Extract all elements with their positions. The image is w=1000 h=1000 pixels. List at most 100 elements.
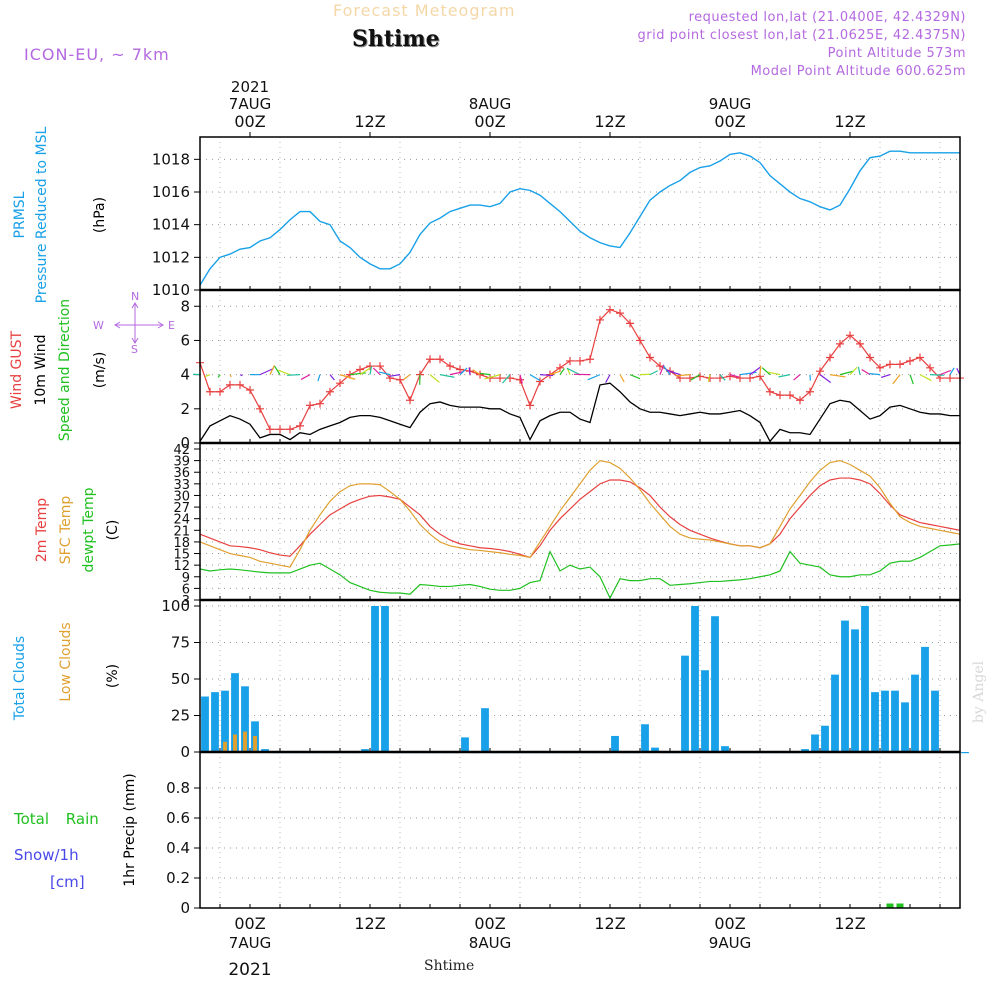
total-cloud-bar bbox=[861, 606, 869, 752]
y-tick-label: 0.2 bbox=[166, 869, 190, 887]
gust-marker bbox=[636, 336, 644, 345]
gust-marker bbox=[586, 355, 594, 364]
bottom-year-label: 2021 bbox=[228, 960, 271, 980]
total-cloud-bar bbox=[651, 747, 659, 752]
wind-direction-arrow bbox=[539, 374, 553, 377]
top-hour-label: 00Z bbox=[234, 112, 265, 131]
gust-marker bbox=[606, 305, 614, 314]
total-cloud-bar bbox=[211, 692, 219, 752]
wind-direction-arrow bbox=[929, 374, 944, 376]
gust-marker bbox=[536, 377, 544, 386]
y-tick-label: 50 bbox=[171, 670, 190, 688]
gust-marker bbox=[686, 374, 694, 383]
wind-direction-arrow bbox=[459, 367, 468, 376]
wind-direction-arrow bbox=[719, 374, 726, 381]
model-label: ICON-EU, ~ 7km bbox=[24, 45, 170, 64]
wind-direction-arrow bbox=[676, 374, 691, 377]
total-cloud-bar bbox=[461, 737, 469, 752]
y-tick-label: 8 bbox=[180, 297, 190, 315]
y-tick-label: 3 bbox=[182, 594, 190, 609]
y-tick-label: 25 bbox=[171, 707, 190, 725]
gust-marker bbox=[406, 396, 414, 405]
y-tick-label: 0.8 bbox=[166, 779, 190, 797]
wind-direction-arrow bbox=[369, 366, 373, 375]
wind-direction-arrow bbox=[919, 374, 932, 382]
bottom-date-label: 8AUG bbox=[469, 934, 511, 952]
panel-frame-precip bbox=[199, 751, 961, 909]
total-cloud-bar bbox=[801, 749, 809, 752]
y-tick-label: 42 bbox=[173, 443, 190, 458]
gust-marker bbox=[446, 362, 454, 371]
wind-direction-arrow bbox=[217, 374, 221, 378]
wind-direction-arrow bbox=[819, 374, 832, 384]
total-cloud-bar bbox=[711, 616, 719, 752]
gust-marker bbox=[786, 391, 794, 400]
gust-marker bbox=[836, 339, 844, 348]
rain-bar bbox=[896, 903, 904, 908]
y-tick-label: 6 bbox=[180, 331, 190, 349]
total-cloud-bar bbox=[871, 692, 879, 752]
wind-direction-arrow bbox=[749, 366, 761, 376]
wind-direction-arrow bbox=[277, 369, 291, 376]
bottom-hour-label: 12Z bbox=[594, 914, 625, 933]
gust-marker bbox=[826, 353, 834, 362]
wind-direction-arrow bbox=[939, 369, 952, 376]
wind-direction-arrow bbox=[502, 374, 511, 384]
total-cloud-bar bbox=[691, 606, 699, 752]
wind-direction-arrow bbox=[359, 367, 371, 376]
wind-direction-arrow bbox=[472, 369, 481, 376]
low-cloud-bar bbox=[253, 735, 257, 752]
wind-direction-arrow bbox=[519, 374, 523, 384]
gust-marker bbox=[326, 387, 334, 396]
wind-direction-arrow bbox=[329, 374, 335, 381]
top-date-label: 7AUG bbox=[229, 95, 271, 113]
total-cloud-bar bbox=[681, 655, 689, 752]
wind-direction-arrow bbox=[300, 374, 311, 380]
gust-marker bbox=[376, 362, 384, 371]
gust-marker bbox=[496, 374, 504, 383]
wind-direction-arrow bbox=[372, 367, 381, 376]
wind-direction-arrow bbox=[480, 372, 491, 376]
gust-marker bbox=[876, 363, 884, 372]
gust-marker bbox=[626, 319, 634, 328]
y-tick-label: 6 bbox=[182, 582, 190, 597]
location-title: Shtime bbox=[352, 26, 440, 52]
gust-marker bbox=[246, 386, 254, 395]
gust-marker bbox=[316, 399, 324, 408]
series-2m-temp bbox=[199, 477, 961, 559]
gust-marker bbox=[576, 356, 584, 365]
gust-marker bbox=[946, 374, 954, 383]
wind-direction-arrow bbox=[949, 367, 955, 375]
wind-direction-arrow bbox=[707, 374, 711, 382]
total-cloud-bar bbox=[831, 674, 839, 752]
wind-direction-arrow bbox=[739, 371, 757, 376]
y-tick-label: 0.6 bbox=[166, 809, 190, 827]
wind-direction-arrow bbox=[239, 374, 243, 377]
top-hour-label: 12Z bbox=[594, 112, 625, 131]
wind-direction-arrow bbox=[567, 368, 571, 375]
wind-direction-arrow bbox=[587, 374, 601, 381]
total-cloud-bar bbox=[221, 690, 229, 752]
gust-marker bbox=[566, 356, 574, 365]
wind-direction-arrow bbox=[663, 365, 671, 375]
wind-direction-arrow bbox=[666, 369, 681, 376]
gust-marker bbox=[866, 353, 874, 362]
wind-direction-arrow bbox=[287, 374, 301, 376]
gust-marker bbox=[906, 356, 914, 365]
gust-marker bbox=[776, 391, 784, 400]
point-altitude: Point Altitude 573m bbox=[827, 46, 966, 61]
y-tick-label: 1018 bbox=[152, 150, 190, 168]
wind-direction-arrow bbox=[378, 371, 391, 376]
y-tick-label: 2 bbox=[180, 400, 190, 418]
total-cloud-bar bbox=[891, 690, 899, 752]
wind-direction-arrow bbox=[861, 368, 871, 376]
wind-direction-arrow bbox=[439, 374, 455, 378]
wind-direction-arrow bbox=[849, 366, 858, 376]
gust-marker bbox=[856, 339, 864, 348]
top-hour-label: 00Z bbox=[714, 112, 745, 131]
total-cloud-bar bbox=[701, 670, 709, 752]
gust-marker bbox=[206, 387, 214, 396]
gust-marker bbox=[426, 355, 434, 364]
gust-marker bbox=[266, 425, 274, 434]
gust-marker bbox=[226, 380, 234, 389]
